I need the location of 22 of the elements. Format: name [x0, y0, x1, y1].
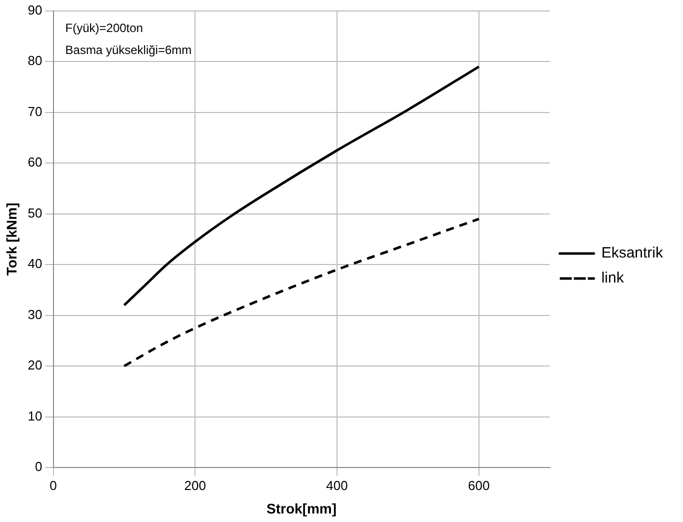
y-tick-label: 0 [35, 459, 42, 474]
y-tick-label: 30 [28, 306, 42, 322]
x-tick-label: 200 [184, 478, 206, 493]
y-tick-label: 80 [28, 53, 42, 68]
line-series [122, 65, 480, 306]
y-tick-label: 70 [28, 104, 42, 119]
y-tick-label: 90 [28, 2, 42, 18]
y-tick-label: 20 [28, 358, 42, 373]
y-tick-label: 60 [28, 154, 42, 170]
x-axis-title: Strok[mm] [266, 500, 337, 516]
annotation: Basma yüksekliği=6mm [65, 43, 192, 58]
x-tick-label: 0 [50, 478, 57, 493]
legend-label: link [601, 270, 624, 287]
y-tick-label: 40 [28, 256, 42, 272]
line-series [122, 218, 480, 368]
x-tick-label: 400 [326, 478, 348, 493]
x-tick-label: 600 [468, 478, 490, 493]
legend-label: Eksantrik [601, 244, 664, 262]
y-tick-label: 10 [28, 408, 42, 424]
y-axis-title: Tork [kNm] [3, 202, 20, 276]
annotation: F(yük)=200ton [65, 21, 143, 36]
y-tick-label: 50 [28, 205, 42, 220]
